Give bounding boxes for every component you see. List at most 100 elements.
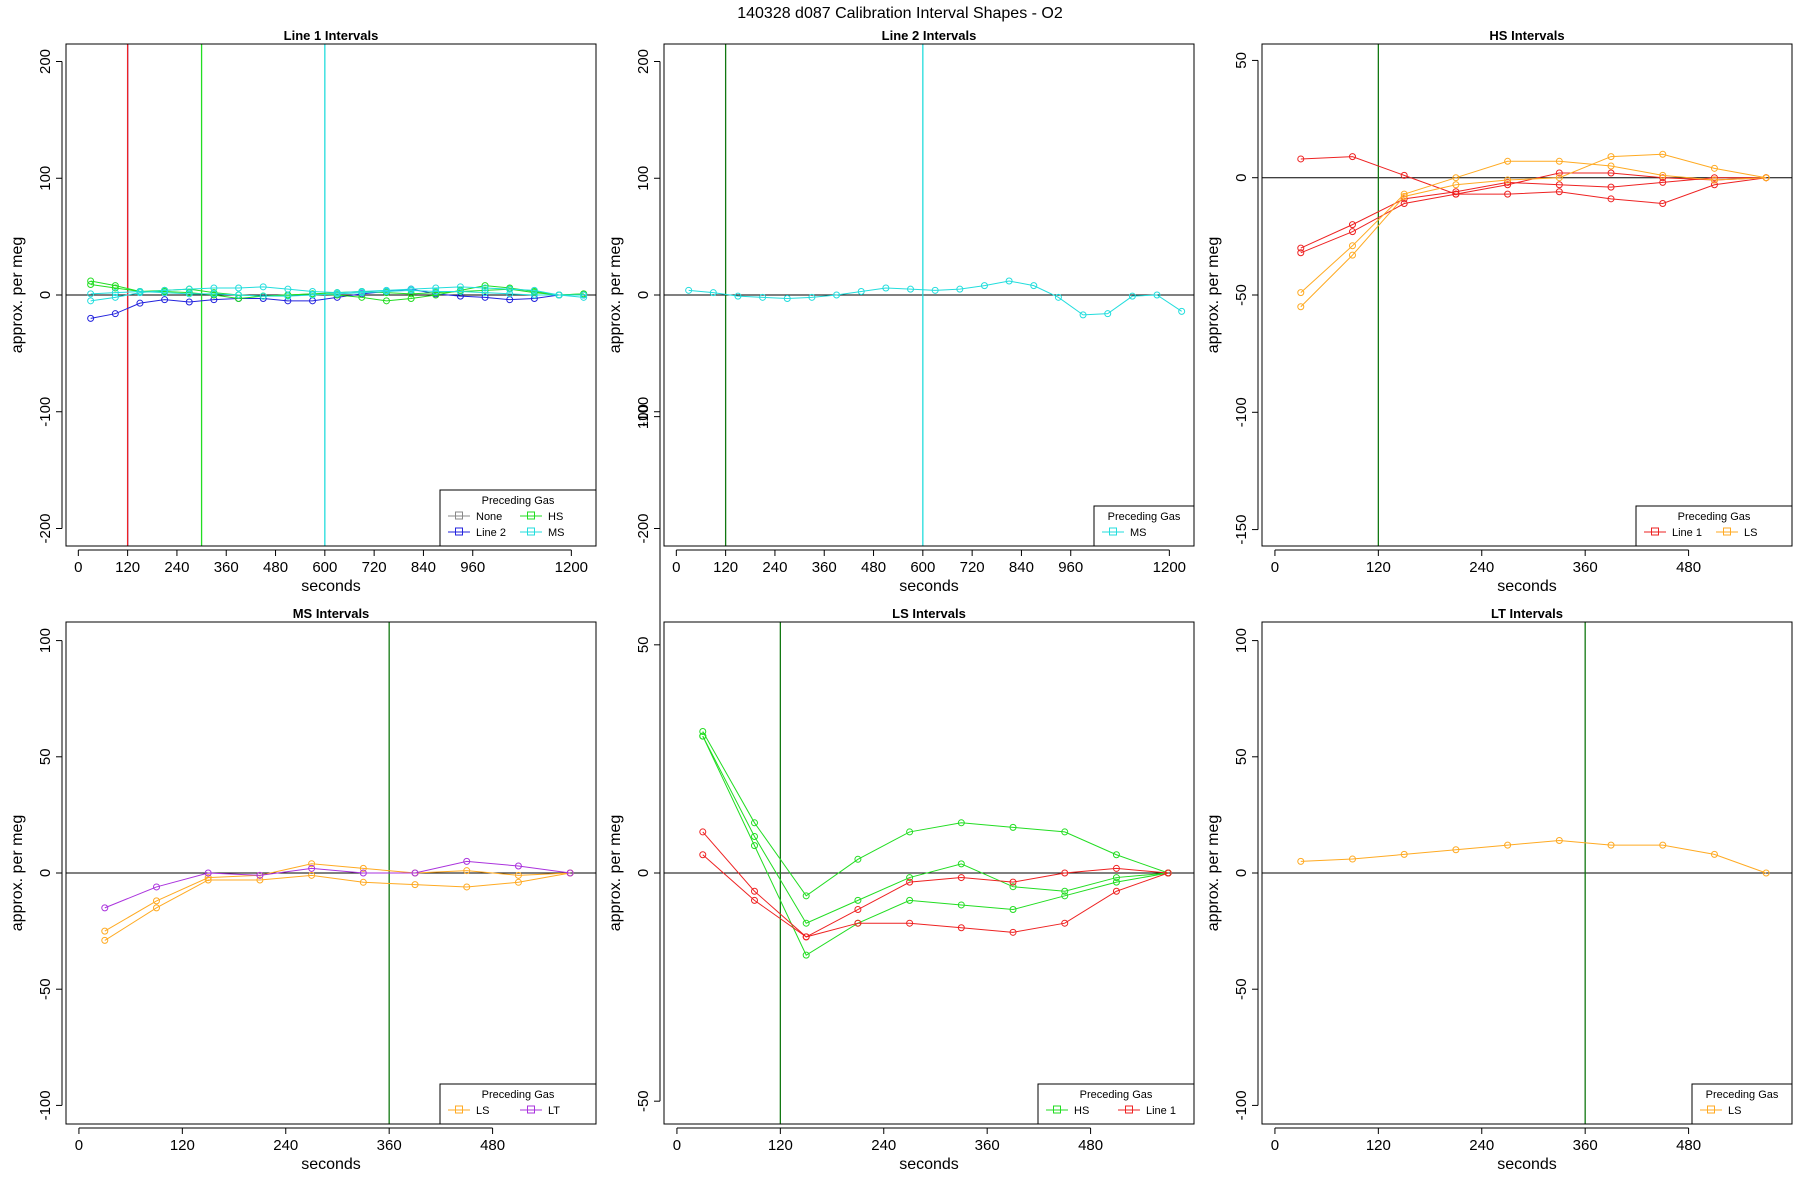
x-tick-label: 120 (115, 559, 140, 576)
data-point (750, 832, 758, 840)
data-point (1297, 155, 1305, 163)
data-point (1297, 244, 1305, 252)
series-line (702, 735, 1169, 956)
x-axis: 0 120 240 360 480 600 720 840 960 1200 seconds (74, 549, 588, 595)
data-point (1061, 869, 1069, 877)
data-point (185, 285, 193, 293)
data-point (1348, 228, 1356, 236)
data-point (1452, 188, 1460, 196)
legend-swatch (455, 527, 463, 536)
x-tick-label: 240 (871, 1137, 896, 1154)
panel-title: HS Intervals (1489, 28, 1564, 43)
x-tick-label: 240 (762, 559, 787, 576)
x-tick-label: 0 (672, 559, 680, 576)
y-tick-label: 0 (37, 869, 54, 877)
data-point (161, 296, 169, 304)
legend-entry: Line 1 (1118, 1105, 1176, 1117)
panel-3: HS Intervals 0 120 240 360 480 seconds -150 -100… (1205, 28, 1793, 595)
data-point (284, 285, 292, 293)
x-axis: 0 120 240 360 480 600 720 840 960 1200 seconds (672, 549, 1186, 595)
x-axis: 0 120 240 360 480 seconds (1271, 549, 1701, 595)
data-point (1348, 153, 1356, 161)
data-point (185, 290, 193, 298)
y-tick-label: 0 (37, 291, 54, 299)
data-point (463, 857, 471, 865)
data-point (1112, 887, 1120, 895)
data-point (514, 878, 522, 886)
data-point (204, 876, 212, 884)
data-point (1178, 307, 1186, 315)
data-point (1504, 178, 1512, 186)
y-axis: -100 -50 0 50 100 approx. per meg (1205, 628, 1259, 1120)
series-line (1300, 160, 1767, 294)
legend-label: LT (548, 1105, 560, 1117)
data-point (161, 286, 169, 294)
data-point (1153, 291, 1161, 299)
x-tick-label: 480 (1676, 1137, 1701, 1154)
data-point (1504, 176, 1512, 184)
x-axis-label: seconds (301, 1156, 361, 1173)
data-point (481, 282, 489, 290)
data-point (555, 291, 563, 299)
data-point (854, 906, 862, 914)
y-tick-label: 100 (37, 628, 54, 653)
data-point (1659, 150, 1667, 158)
data-point (1348, 855, 1356, 863)
x-axis-label: seconds (899, 578, 959, 595)
legend-swatch (527, 511, 535, 520)
legend-label: HS (1074, 1105, 1089, 1117)
legend-label: Line 2 (476, 527, 506, 539)
data-point (1504, 190, 1512, 198)
data-point (833, 291, 841, 299)
legend-label: Line 1 (1672, 527, 1702, 539)
series-line (702, 735, 1169, 924)
data-point (1607, 183, 1615, 191)
data-point (235, 291, 243, 299)
data-point (309, 291, 317, 299)
x-tick-label: 120 (768, 1137, 793, 1154)
data-point (1112, 874, 1120, 882)
legend-swatch (527, 1105, 535, 1114)
x-tick-label: 720 (362, 559, 387, 576)
data-point (857, 287, 865, 295)
x-tick-label: 240 (1469, 559, 1494, 576)
series-line (1300, 156, 1767, 205)
data-point (750, 896, 758, 904)
panel-title: LT Intervals (1491, 606, 1563, 621)
series-lt (101, 857, 574, 912)
data-point (432, 291, 440, 299)
series-ms (87, 286, 588, 300)
y-tick-label: 200 (37, 49, 54, 74)
data-point (1607, 195, 1615, 203)
data-point (111, 284, 119, 292)
data-point (161, 289, 169, 297)
data-point (750, 819, 758, 827)
legend-label: LS (1728, 1105, 1741, 1117)
plot-frame (1261, 43, 1793, 547)
data-point (1710, 181, 1718, 189)
data-point (1555, 174, 1563, 182)
legend-title: Preceding Gas (482, 495, 555, 507)
data-point (709, 289, 717, 297)
series-line (104, 860, 571, 909)
x-tick-label: 960 (1058, 559, 1083, 576)
series-line (90, 280, 584, 302)
data-point (1128, 292, 1136, 300)
data-point (87, 314, 95, 322)
legend-box (1093, 505, 1195, 547)
data-point (358, 289, 366, 297)
x-axis-label: seconds (1497, 1156, 1557, 1173)
y-axis: -200 -100 0 100 200 approx. per meg (607, 49, 661, 544)
legend: Preceding Gas None Line 2 HS MS (439, 489, 597, 547)
data-point (1104, 310, 1112, 318)
data-point (1400, 200, 1408, 208)
data-point (359, 878, 367, 886)
x-tick-label: 240 (273, 1137, 298, 1154)
plot-frame (663, 43, 1195, 547)
x-tick-label: 480 (263, 559, 288, 576)
legend-label: LS (1744, 527, 1757, 539)
data-point (407, 290, 415, 298)
data-point (759, 293, 767, 301)
panel-1: Line 1 Intervals 0 120 240 360 480 600 720 840 96… (9, 28, 597, 595)
y-tick-label: 0 (1233, 869, 1250, 877)
